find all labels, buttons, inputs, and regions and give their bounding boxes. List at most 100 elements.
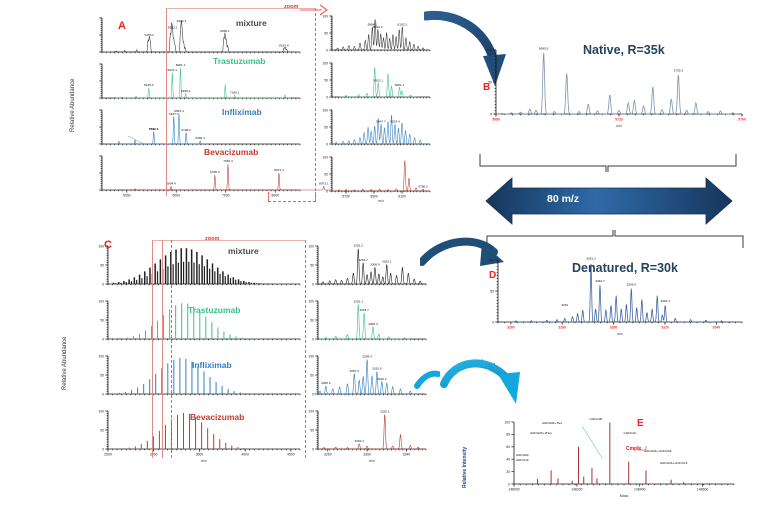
svg-text:3258.6: 3258.6 (321, 381, 331, 385)
svg-text:40: 40 (506, 458, 510, 462)
svg-text:3340: 3340 (403, 452, 411, 456)
svg-text:3306.4: 3306.4 (368, 322, 378, 326)
svg-text:5000: 5000 (123, 193, 131, 197)
panel-c-zoom-spectra: 0 50 100 3291.2 3294.7 3306.9 3320.1 0 50 100 3291… (300, 240, 430, 463)
svg-text:50: 50 (488, 80, 492, 84)
spectrum-trace (496, 52, 739, 115)
svg-text:4500: 4500 (287, 452, 295, 456)
svg-text:3291.1: 3291.1 (354, 299, 364, 303)
svg-text:0: 0 (326, 189, 328, 193)
svg-text:50: 50 (490, 289, 494, 293)
spectrum-trace (115, 67, 291, 99)
svg-text:100: 100 (322, 108, 328, 112)
panel-letter-e: E (637, 418, 644, 429)
svg-text:7000: 7000 (222, 193, 230, 197)
panel-a-zoom-bracket (268, 192, 316, 202)
svg-text:5543.1: 5543.1 (149, 127, 159, 131)
svg-text:100: 100 (504, 420, 510, 424)
svg-text:3294.7: 3294.7 (595, 279, 605, 283)
svg-text:3260: 3260 (324, 452, 332, 456)
panel-c-zoom-row-infliximab: 0 50 100 3258.6 3287.2 3299.4 3310.6 3316.2 (308, 354, 427, 396)
panel-a-green-pointer (127, 135, 147, 146)
mz-gap-double-arrow (485, 177, 733, 225)
svg-text:3294.7: 3294.7 (359, 308, 369, 312)
panel-a-ylabel: Relative Abundance (70, 78, 76, 132)
spectrum-trace (509, 263, 728, 323)
spectrum-trace (112, 113, 207, 145)
svg-text:3294.7: 3294.7 (358, 258, 368, 262)
svg-text:0: 0 (326, 48, 328, 52)
panel-d-range-brace (486, 230, 744, 248)
svg-text:3287.2: 3287.2 (350, 369, 360, 373)
panel-c-ylabel: Relative Abundance (62, 336, 68, 390)
panel-b-plot: 5680 5720 5760 0 50 100 5695.5 5739.3 m/z (486, 47, 746, 128)
svg-text:m/z: m/z (378, 199, 384, 203)
svg-text:50: 50 (100, 373, 104, 377)
svg-text:6780.2: 6780.2 (210, 170, 220, 174)
panel-a-zoom-row-trastuzumab: 0 50 100 5922.1 6081.1 (322, 61, 431, 99)
spectrum-trace (319, 304, 411, 340)
panel-e-ylabel: Relative Intensity (462, 446, 468, 488)
svg-text:6186.2: 6186.2 (181, 89, 191, 93)
svg-text:5922.1: 5922.1 (168, 68, 178, 72)
svg-text:6100: 6100 (398, 194, 406, 198)
svg-text:0: 0 (102, 282, 104, 286)
svg-text:50: 50 (324, 31, 328, 35)
svg-text:7046.4: 7046.4 (223, 159, 233, 163)
panel-a-row-mixture: 5453.2 5922.2 6102.3 6982.1 8187.4 (99, 17, 301, 54)
panel-c-zoom-region (152, 240, 306, 458)
svg-text:5894.4: 5894.4 (166, 182, 176, 186)
svg-text:5947.7: 5947.7 (376, 120, 386, 124)
svg-text:100: 100 (308, 354, 314, 358)
panel-a-zoom-spectra: 0 50 100 5922.2 6102.3 5894.1 0 50 100 5922.1 6081… (316, 12, 434, 204)
svg-text:148000: 148000 (508, 487, 519, 491)
svg-text:3306.9: 3306.9 (370, 262, 380, 266)
svg-text:5445.3: 5445.3 (144, 83, 154, 87)
svg-text:3300: 3300 (610, 325, 618, 329)
panel-c-zoom-word: zoom (205, 236, 220, 242)
svg-text:100: 100 (98, 409, 104, 413)
svg-text:50: 50 (310, 263, 314, 267)
svg-text:5700: 5700 (342, 194, 350, 198)
panel-letter-a: A (118, 20, 126, 32)
panel-a-zoom-arrow (300, 4, 328, 16)
svg-text:3291.2: 3291.2 (586, 257, 596, 261)
annotation-leader-line (581, 425, 603, 459)
svg-text:100: 100 (322, 14, 328, 18)
svg-text:100: 100 (98, 354, 104, 358)
spectrum-trace (317, 414, 425, 450)
svg-text:8000: 8000 (271, 193, 279, 197)
panel-letter-d: D (489, 270, 497, 281)
svg-text:3300: 3300 (363, 452, 371, 456)
svg-text:2500: 2500 (104, 452, 112, 456)
svg-text:m/z: m/z (616, 124, 622, 128)
panel-c-zoom-row-trastuzumab: 0 50 100 3291.1 3294.7 3306.4 (308, 299, 427, 341)
svg-text:m/z: m/z (201, 459, 207, 463)
glycoform-annotation: G0F/G0F+Hex (542, 421, 563, 425)
spectrum-trace (331, 19, 429, 51)
svg-text:8187.4: 8187.4 (279, 44, 289, 48)
svg-text:3310.6: 3310.6 (372, 367, 382, 371)
svg-text:3260: 3260 (507, 325, 515, 329)
panel-a-label-bevacizumab: Bevacizumab (204, 147, 259, 157)
svg-text:5739.3: 5739.3 (674, 68, 684, 72)
panel-a-zoom-region (166, 8, 316, 196)
svg-text:100: 100 (486, 48, 492, 52)
panel-a-zoom-row-infliximab: 0 50 100 5947.7 6053.4 (322, 108, 431, 146)
svg-text:0: 0 (102, 337, 104, 341)
arrow-deconvolution: Deconvolution (440, 358, 520, 404)
svg-text:3320.1: 3320.1 (382, 260, 392, 264)
svg-text:5711.1: 5711.1 (149, 127, 159, 131)
glycoform-annotation: G0F/G1F (624, 431, 637, 435)
glycoform-annotation: G0F/G0F+G1F/G0F (644, 449, 672, 453)
svg-text:m/z: m/z (369, 459, 375, 463)
svg-text:100: 100 (98, 244, 104, 248)
svg-text:6982.1: 6982.1 (220, 29, 230, 33)
svg-text:3340: 3340 (713, 325, 721, 329)
spectrum-trace (313, 359, 417, 395)
svg-text:20: 20 (506, 470, 510, 474)
panel-b-range-brace (479, 154, 737, 172)
